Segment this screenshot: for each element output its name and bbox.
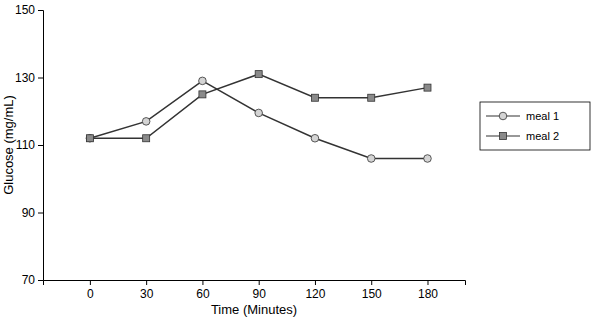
x-axis-title: Time (Minutes) xyxy=(211,302,297,317)
x-tick-mark xyxy=(90,280,91,285)
y-tick-label: 90 xyxy=(22,206,36,220)
series-marker xyxy=(367,155,375,163)
y-tick-mark xyxy=(38,145,43,146)
y-axis-line xyxy=(38,11,44,281)
y-tick-mark xyxy=(38,10,43,11)
legend: meal 1 meal 2 xyxy=(480,102,590,150)
series-marker xyxy=(368,94,375,101)
y-tick-label: 70 xyxy=(22,273,36,287)
x-tick: 90 xyxy=(253,280,267,301)
x-tick: 150 xyxy=(362,280,382,301)
x-tick-mark xyxy=(146,280,147,285)
series-marker xyxy=(255,109,263,117)
y-tick: 110 xyxy=(16,138,43,152)
legend-marker xyxy=(499,112,507,120)
series-marker xyxy=(199,91,206,98)
series-marker xyxy=(199,77,207,85)
series-line xyxy=(90,74,428,138)
series-marker xyxy=(143,135,150,142)
y-tick-label: 130 xyxy=(15,71,35,85)
series-group xyxy=(86,71,431,163)
plot-area: 0 30 60 90 120 150 180 70 90 110 130 150 xyxy=(15,3,466,300)
x-tick: 60 xyxy=(196,280,210,301)
x-tick-mark xyxy=(259,280,260,285)
y-tick-mark xyxy=(38,280,43,281)
x-tick-label: 30 xyxy=(140,287,154,301)
x-tick: 30 xyxy=(140,280,154,301)
y-tick-label: 150 xyxy=(15,3,35,17)
x-tick: 180 xyxy=(418,280,438,301)
x-tick-label: 60 xyxy=(196,287,210,301)
legend-label: meal 2 xyxy=(526,130,559,142)
x-tick-mark xyxy=(427,280,428,285)
y-axis-title: Glucose (mg/mL) xyxy=(1,95,16,195)
series-marker xyxy=(424,84,431,91)
x-tick-mark xyxy=(202,280,203,285)
x-tick-mark xyxy=(371,280,372,285)
x-tick: 0 xyxy=(87,280,94,301)
x-tick-label: 90 xyxy=(253,287,267,301)
y-tick: 90 xyxy=(22,206,43,220)
chart: 0 30 60 90 120 150 180 70 90 110 130 150 Time (Minut… xyxy=(0,0,603,318)
legend-label: meal 1 xyxy=(526,110,559,122)
series-marker xyxy=(255,71,262,78)
series-marker xyxy=(311,94,318,101)
y-axis: 70 90 110 130 150 xyxy=(15,3,44,287)
x-tick-label: 120 xyxy=(305,287,325,301)
x-axis-line xyxy=(44,281,466,286)
x-tick-mark xyxy=(315,280,316,285)
y-tick: 150 xyxy=(15,3,43,17)
y-tick-label: 110 xyxy=(16,138,35,152)
x-tick-label: 180 xyxy=(418,287,438,301)
series-marker xyxy=(86,135,93,142)
x-tick-label: 150 xyxy=(362,287,382,301)
series-marker xyxy=(86,134,94,142)
series-marker xyxy=(424,155,432,163)
x-tick-label: 0 xyxy=(87,287,94,301)
x-axis: 0 30 60 90 120 150 180 xyxy=(44,280,466,301)
legend-marker xyxy=(500,133,507,140)
series-marker xyxy=(311,134,319,142)
y-tick-mark xyxy=(38,213,43,214)
y-tick: 130 xyxy=(15,71,43,85)
y-tick-mark xyxy=(38,78,43,79)
y-tick: 70 xyxy=(22,273,43,287)
series-marker xyxy=(142,118,150,126)
x-tick: 120 xyxy=(305,280,325,301)
series-line xyxy=(90,81,428,159)
legend-box xyxy=(480,102,590,150)
